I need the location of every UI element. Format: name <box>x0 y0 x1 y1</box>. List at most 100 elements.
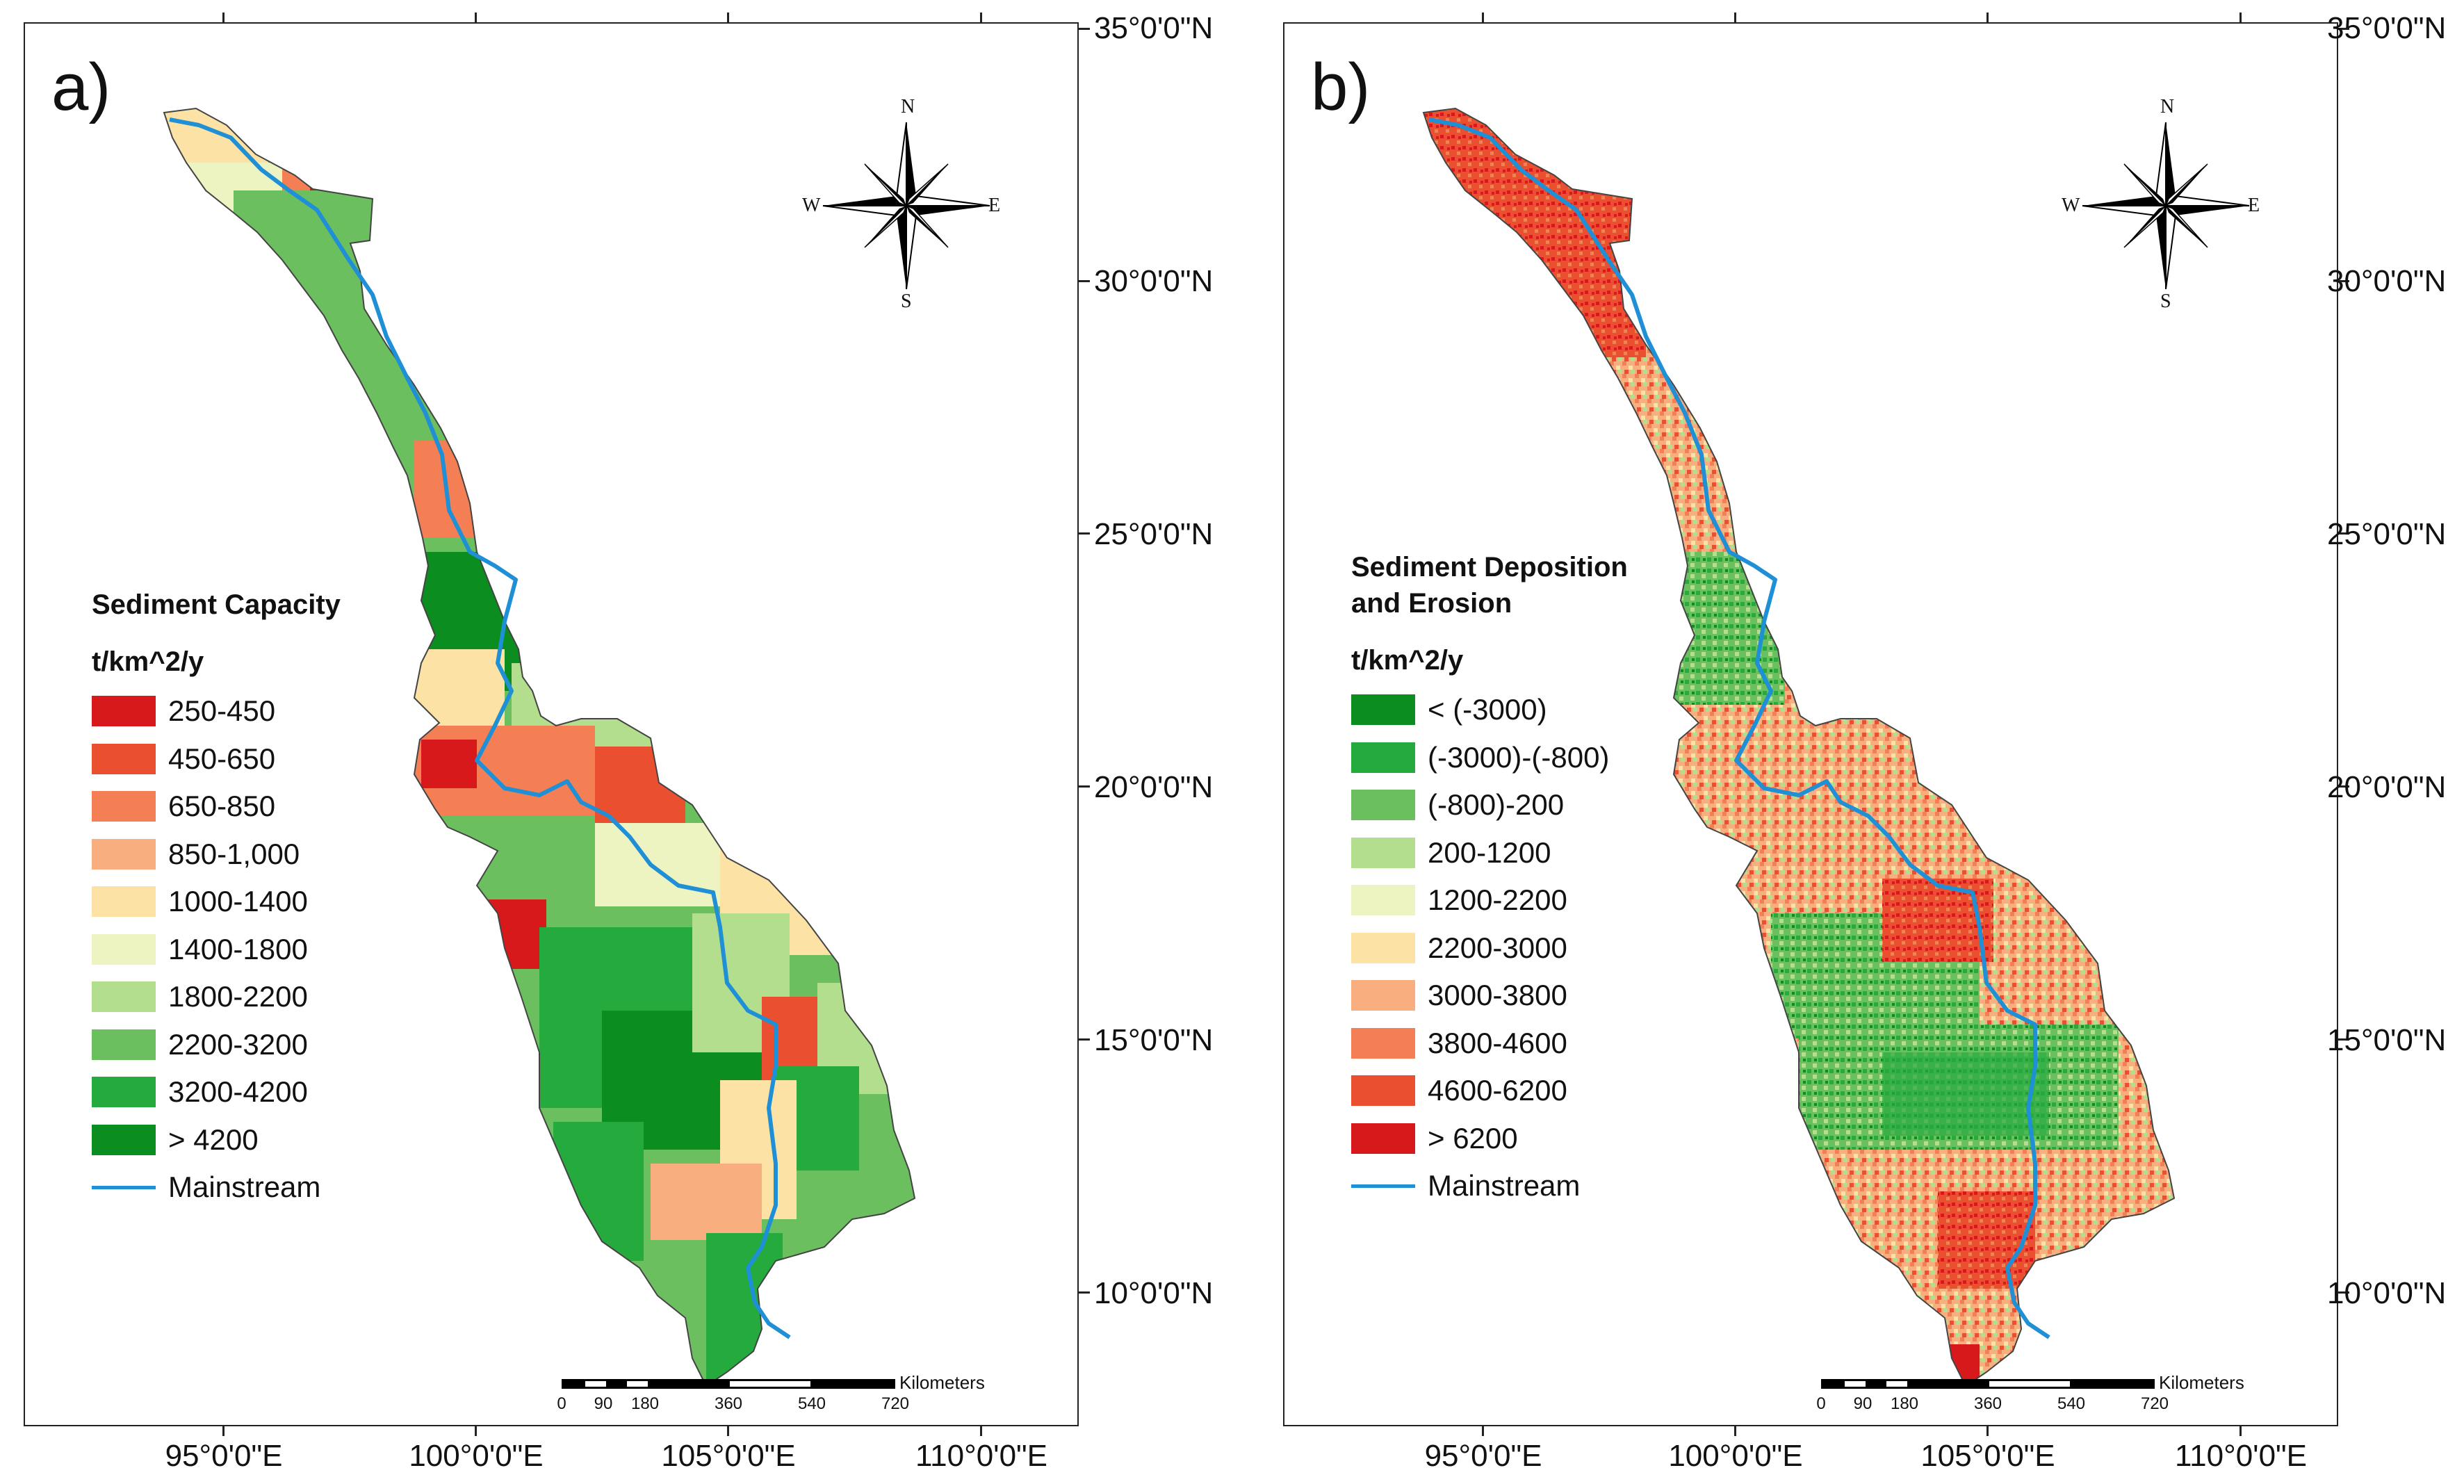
legend-item: 450-650 <box>92 735 481 783</box>
legend-item: 1400-1800 <box>92 926 481 974</box>
legend-swatch <box>92 1124 156 1155</box>
scale-bar-graphic <box>562 1379 895 1389</box>
legend-label: 1000-1400 <box>168 885 308 918</box>
panel-label: a) <box>51 50 111 124</box>
lon-tick <box>475 13 477 22</box>
legend-swatch <box>92 743 156 774</box>
north-arrow-compass: N S E W <box>802 96 1001 312</box>
scale-tick: 180 <box>630 1394 660 1413</box>
legend-label: 850-1,000 <box>168 837 300 870</box>
lat-label: 35°0'0"N <box>1094 11 1214 45</box>
legend-swatch <box>92 1077 156 1108</box>
scale-bar-graphic <box>1821 1379 2155 1389</box>
lon-tick <box>475 1426 477 1436</box>
legend-swatch <box>1351 1075 1415 1107</box>
lat-label: 10°0'0"N <box>2327 1276 2447 1310</box>
legend-label: 3800-4600 <box>1428 1026 1567 1059</box>
legend-item: < (-3000) <box>1351 686 1740 734</box>
compass-west: W <box>802 195 821 216</box>
scale-tick: 90 <box>1853 1394 1873 1413</box>
basin-map-a <box>163 107 916 1387</box>
panel-label: b) <box>1311 50 1371 124</box>
lat-label: 15°0'0"N <box>1094 1023 1214 1057</box>
legend-label: 3000-3800 <box>1428 979 1567 1012</box>
legend-swatch <box>1351 885 1415 916</box>
legend-title-line2: and Erosion <box>1351 588 1512 619</box>
legend-item: 1000-1400 <box>92 878 481 926</box>
lat-label: 20°0'0"N <box>2327 770 2447 804</box>
lon-tick <box>1482 13 1484 22</box>
legend-title-line1: Sediment Deposition <box>1351 552 1628 582</box>
legend-item: 250-450 <box>92 687 481 735</box>
legend-class-list: 250-450 450-650 650-850 850-1,000 1000-1… <box>92 687 481 1212</box>
legend-item: 3200-4200 <box>92 1068 481 1116</box>
lat-tick <box>2338 28 2349 30</box>
lon-tick <box>2239 1426 2242 1436</box>
lon-label: 100°0'0"E <box>1668 1439 1803 1473</box>
legend-label: 200-1200 <box>1428 835 1551 869</box>
scale-bar: Kilometers 0 90 180 360 540 720 <box>1796 1372 2244 1422</box>
lon-tick <box>1734 13 1736 22</box>
lat-tick <box>2338 1291 2349 1294</box>
lat-label: 15°0'0"N <box>2327 1023 2447 1057</box>
river-line-swatch <box>92 1185 156 1189</box>
scale-tick: 720 <box>881 1394 910 1413</box>
lat-tick <box>2338 280 2349 282</box>
lon-label: 100°0'0"E <box>409 1439 544 1473</box>
basin-map-b <box>1422 107 2176 1387</box>
legend-label: 450-650 <box>168 742 276 775</box>
north-arrow-compass: N S E W <box>2062 96 2260 312</box>
lat-tick <box>2338 1038 2349 1041</box>
lat-tick <box>1079 1291 1090 1294</box>
lon-tick <box>222 13 225 22</box>
legend-item: 2200-3000 <box>1351 924 1740 972</box>
legend-item: (-800)-200 <box>1351 781 1740 829</box>
lon-tick <box>1986 1426 1989 1436</box>
legend-label: Mainstream <box>1428 1169 1581 1202</box>
legend-mainstream: Mainstream <box>1351 1162 1740 1210</box>
river-line-swatch <box>1351 1184 1415 1188</box>
scale-tick: 720 <box>2140 1394 2169 1413</box>
lon-label: 95°0'0"E <box>165 1439 283 1473</box>
lon-tick <box>222 1426 225 1436</box>
legend: Sediment Deposition and Erosion t/km^2/y… <box>1351 549 1740 1210</box>
compass-rose-icon <box>822 122 990 290</box>
lat-tick <box>1079 532 1090 535</box>
lat-label: 20°0'0"N <box>1094 770 1214 804</box>
legend-label: (-3000)-(-800) <box>1428 740 1610 774</box>
legend-item: 4600-6200 <box>1351 1067 1740 1115</box>
compass-north: N <box>901 96 915 117</box>
scale-tick: 360 <box>714 1394 743 1413</box>
legend-item: (-3000)-(-800) <box>1351 734 1740 782</box>
lat-tick <box>2338 532 2349 535</box>
scale-tick: 0 <box>557 1394 566 1413</box>
scale-tick: 180 <box>1890 1394 1919 1413</box>
lon-label: 105°0'0"E <box>1920 1439 2055 1473</box>
scale-tick: 540 <box>2057 1394 2086 1413</box>
legend-label: 250-450 <box>168 694 276 728</box>
compass-east: E <box>988 195 1001 216</box>
scale-tick: 540 <box>797 1394 826 1413</box>
lon-label: 95°0'0"E <box>1424 1439 1542 1473</box>
legend-item: 3000-3800 <box>1351 972 1740 1020</box>
lat-label: 30°0'0"N <box>1094 264 1214 298</box>
legend-swatch <box>1351 837 1415 868</box>
legend-swatch <box>92 886 156 918</box>
compass-rose-icon <box>2082 122 2250 290</box>
legend-label: 3200-4200 <box>168 1075 308 1109</box>
legend-item: 650-850 <box>92 783 481 831</box>
basin-outline <box>163 107 916 1387</box>
lat-label: 25°0'0"N <box>2327 517 2447 551</box>
lon-label: 105°0'0"E <box>661 1439 796 1473</box>
lat-tick <box>1079 280 1090 282</box>
legend-swatch <box>1351 980 1415 1011</box>
scale-bar: Kilometers 0 90 180 360 540 720 <box>537 1372 985 1422</box>
lon-tick <box>980 13 982 22</box>
map-panel-a: a) N S E W Sediment Capacity t/km^2/y <box>24 22 1079 1426</box>
lat-label: 30°0'0"N <box>2327 264 2447 298</box>
scale-tick: 0 <box>1816 1394 1826 1413</box>
legend-unit: t/km^2/y <box>92 646 204 677</box>
legend-item: 1200-2200 <box>1351 876 1740 924</box>
legend-label: 2200-3000 <box>1428 931 1567 964</box>
lon-tick <box>1482 1426 1484 1436</box>
